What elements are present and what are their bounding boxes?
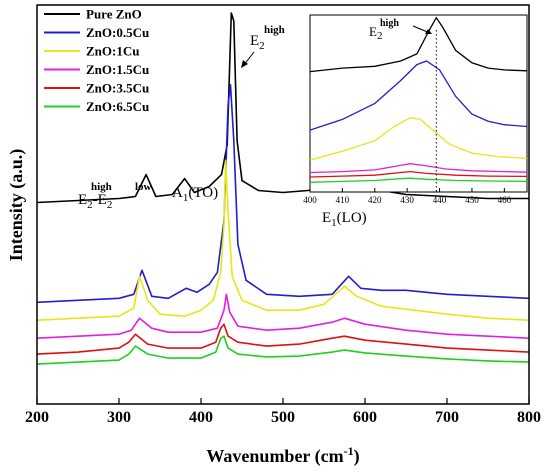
legend-label-zno-6-5cu: ZnO:6.5Cu — [86, 99, 149, 114]
annotation-e1-base: E — [322, 210, 331, 226]
y-axis-title: Intensity (a.u.) — [6, 149, 27, 262]
inset-frame — [309, 14, 528, 193]
x-tick-label: 700 — [435, 409, 459, 426]
annotation-e2-high-sup: high — [264, 24, 285, 36]
x-axis-title-end: ) — [354, 446, 360, 467]
inset-series-group — [309, 16, 528, 183]
inset-annotation-sub: 2 — [377, 30, 383, 42]
svg-text:E1(LO): E1(LO) — [322, 210, 367, 229]
series-line-zno-1-5cu — [36, 293, 530, 339]
series-line-zno-1cu — [36, 159, 530, 321]
annotation-e2-high-arrowhead — [241, 60, 248, 68]
x-axis-ticks: 200 300 400 500 600 700 800 — [25, 398, 541, 426]
inset-x-tick-label: 420 — [368, 195, 382, 205]
annotation-a1-base: A — [172, 185, 183, 201]
inset-series-line-zno-1-5cu — [309, 163, 528, 174]
x-tick-label: 200 — [25, 409, 49, 426]
x-tick-label: 800 — [517, 409, 541, 426]
inset-series-line-zno-1cu — [309, 117, 528, 161]
inset-series-line-zno-3-5cu — [309, 170, 528, 178]
annotation-diff-join: -E — [93, 192, 107, 208]
x-tick-label: 500 — [271, 409, 295, 426]
inset-panel: 400 410 420 430 440 450 460 E2 high — [303, 14, 528, 205]
annotation-e2-high-sub: 2 — [259, 40, 265, 52]
svg-text:A1(TO): A1(TO) — [172, 185, 218, 204]
inset-x-tick-label: 440 — [433, 195, 447, 205]
legend-label-zno-0-5cu: ZnO:0.5Cu — [86, 25, 149, 40]
inset-series-line-zno-6-5cu — [309, 177, 528, 183]
annotation-diff-sup2: low — [135, 181, 152, 193]
annotation-a1-sub: 1 — [183, 192, 189, 204]
inset-x-tick-label: 410 — [336, 195, 350, 205]
series-line-zno-3-5cu — [36, 323, 530, 355]
annotation-e1-sub: 1 — [331, 217, 337, 229]
x-axis-title-main: Wavenumber (cm — [206, 446, 343, 467]
x-tick-label: 600 — [353, 409, 377, 426]
legend-label-zno-1-5cu: ZnO:1.5Cu — [86, 62, 149, 77]
svg-text:high: high — [380, 18, 399, 29]
annotation-a1-to: A1(TO) — [172, 185, 218, 204]
annotation-diff-sup: high — [91, 181, 112, 193]
x-axis-title: Wavenumber (cm-1) — [206, 444, 359, 467]
svg-text:E2: E2 — [250, 33, 265, 52]
legend-label-zno-3-5cu: ZnO:3.5Cu — [86, 81, 149, 96]
inset-x-tick-label: 430 — [400, 195, 414, 205]
series-line-zno-6-5cu — [36, 335, 530, 365]
legend-label-zno-1cu: ZnO:1Cu — [86, 44, 139, 59]
series-line-zno-0-5cu — [36, 84, 530, 304]
annotation-e2-high-base: E — [250, 33, 259, 49]
inset-annotation-base: E — [369, 24, 377, 39]
x-tick-label: 300 — [107, 409, 131, 426]
inset-series-line-zno-0-5cu — [309, 60, 528, 131]
annotation-a1-suffix: (TO) — [188, 185, 218, 201]
annotation-e1-lo: E1(LO) — [322, 210, 367, 229]
svg-text:low: low — [135, 181, 152, 193]
legend-label-pure-zno: Pure ZnO — [86, 7, 142, 22]
annotation-diff-sub: 2 — [87, 199, 93, 211]
x-axis-title-sup: -1 — [344, 444, 354, 458]
inset-series-line-pure-zno — [309, 16, 528, 73]
inset-annotation-arrowhead — [425, 29, 432, 34]
inset-x-axis-ticks: 400 410 420 430 440 450 460 — [303, 188, 512, 205]
svg-text:high: high — [91, 181, 112, 193]
svg-text:E2-E2: E2-E2 — [78, 192, 112, 211]
annotation-diff-base: E — [78, 192, 87, 208]
inset-x-tick-label: 400 — [303, 195, 317, 205]
inset-x-tick-label: 450 — [465, 195, 479, 205]
svg-text:high: high — [264, 24, 285, 36]
annotation-difference-mode: E2-E2 high low — [78, 181, 152, 211]
svg-text:E2: E2 — [369, 24, 382, 42]
annotation-diff-sub2: 2 — [107, 199, 113, 211]
legend: Pure ZnO ZnO:0.5Cu ZnO:1Cu ZnO:1.5Cu ZnO:3.5… — [44, 7, 149, 114]
annotation-e1-suffix: (LO) — [337, 210, 367, 226]
inset-x-tick-label: 460 — [498, 195, 512, 205]
annotation-e2-high: E2 high — [241, 24, 285, 68]
x-tick-label: 400 — [189, 409, 213, 426]
inset-annotation-sup: high — [380, 18, 399, 29]
